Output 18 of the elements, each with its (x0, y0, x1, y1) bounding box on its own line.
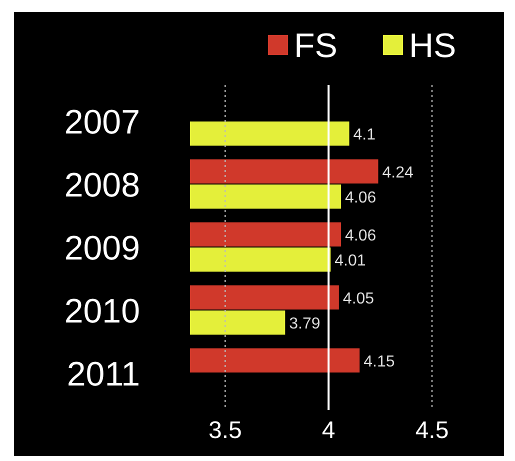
x-tick-label: 4 (322, 417, 336, 444)
x-tick-label: 3.5 (208, 417, 242, 444)
y-tick-label: 2007 (64, 103, 140, 142)
data-label: 4.06 (344, 228, 376, 244)
legend-label: HS (409, 26, 456, 65)
data-label: 3.79 (289, 316, 320, 333)
data-label: 4.1 (353, 126, 376, 144)
y-tick-label: 2011 (66, 355, 140, 394)
data-label: 4.06 (344, 190, 376, 207)
x-tick-label: 4.5 (415, 417, 449, 444)
data-label: 4.01 (334, 252, 366, 270)
data-label: 4.15 (364, 354, 395, 370)
legend-label: FS (294, 26, 338, 65)
y-tick-label: 2008 (64, 166, 140, 204)
y-tick-label: 2009 (64, 229, 140, 268)
data-label: 4.24 (382, 164, 414, 182)
y-tick-label: 2010 (64, 292, 140, 330)
data-label: 4.05 (342, 290, 374, 308)
